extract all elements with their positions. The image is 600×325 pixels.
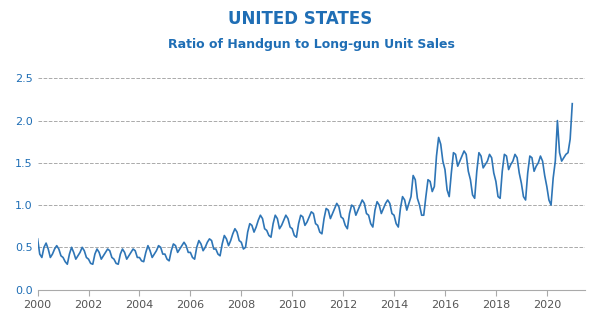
Title: Ratio of Handgun to Long-gun Unit Sales: Ratio of Handgun to Long-gun Unit Sales [168, 38, 455, 51]
Text: UNITED STATES: UNITED STATES [228, 10, 372, 28]
